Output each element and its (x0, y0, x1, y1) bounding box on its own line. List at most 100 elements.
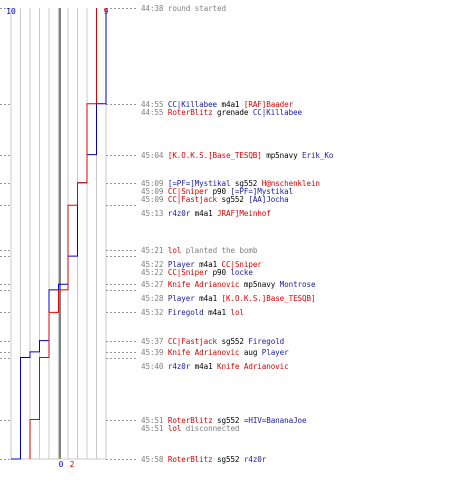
event-time: 44:55 (141, 100, 168, 109)
event-text: grenade (212, 108, 253, 117)
event-text: Knife Adrianovic (217, 362, 289, 371)
event-row: 44:55 CC|Killabee m4a1 [RAF]Baader (141, 100, 293, 109)
event-text: CC|Fastjack (167, 195, 218, 204)
event-text: r4z0r (167, 209, 191, 218)
event-time: 45:58 (141, 455, 168, 464)
event-time: 45:51 (141, 424, 168, 433)
event-row: 45:09 [=PF=]Mystikal sg552 H@nschenklein (141, 179, 320, 188)
event-text: r4z0r (243, 455, 267, 464)
event-time: 45:22 (141, 268, 168, 277)
event-text: =HIV=BananaJoe (243, 416, 307, 425)
event-text: Firegold (248, 337, 285, 346)
event-text: m4a1 (190, 362, 218, 371)
event-time: 45:40 (141, 362, 168, 371)
event-text: [RAF]Baader (243, 100, 294, 109)
blue-start-label: 10 (6, 7, 16, 16)
event-text: m4a1 (217, 100, 244, 109)
event-text: Knife Adrianovic (167, 348, 240, 357)
event-text: Montrose (279, 280, 316, 289)
event-text: CC|Sniper (221, 260, 262, 269)
event-row: 45:37 CC|Fastjack sg552 Firegold (141, 337, 284, 346)
event-text: locke (230, 268, 253, 277)
event-text: r4z0r (167, 362, 191, 371)
event-text: m4a1 (203, 308, 231, 317)
event-text: RoterBlitz (167, 108, 213, 117)
event-text: p90 (208, 268, 231, 277)
event-time: 45:21 (141, 246, 168, 255)
event-time: 45:39 (141, 348, 168, 357)
event-time: 45:13 (141, 209, 168, 218)
event-time: 45:22 (141, 260, 168, 269)
event-row: 45:22 Player m4a1 CC|Sniper (141, 260, 262, 269)
event-text: m4a1 (190, 209, 218, 218)
event-text: [=PF=]Mystikal (167, 179, 231, 188)
count-labels: 10 9 0 2 (6, 7, 108, 469)
event-text: RoterBlitz (167, 416, 213, 425)
event-text: sg552 (212, 455, 244, 464)
event-row: 45:04 [K.O.K.S.]Base_TESQB] mp5navy Erik… (141, 151, 333, 160)
event-text: round started (167, 4, 226, 13)
event-text: m4a1 (194, 260, 222, 269)
event-text: CC|Killabee (252, 108, 303, 117)
event-text: lol (230, 308, 244, 317)
event-time: 44:55 (141, 108, 168, 117)
event-text: [K.O.K.S.]Base_TESQB] (167, 151, 262, 160)
event-log: 44:38 round started 44:55 CC|Killabee m4a… (141, 0, 450, 500)
event-row: 45:51 lol disconnected (141, 424, 240, 433)
event-time: 45:09 (141, 179, 168, 188)
event-text: Player (261, 348, 289, 357)
event-time: 45:04 (141, 151, 168, 160)
event-text: sg552 (212, 416, 244, 425)
event-time: 45:37 (141, 337, 168, 346)
red-start-label: 9 (104, 7, 109, 16)
event-row: 45:40 r4z0r m4a1 Knife Adrianovic (141, 362, 289, 371)
blue-end-label: 0 (59, 460, 64, 469)
event-text: CC|Killabee (167, 100, 218, 109)
event-row: 45:22 CC|Sniper p90 locke (141, 268, 253, 277)
series-lines (11, 8, 107, 460)
event-text: lol (167, 246, 182, 255)
event-time: 45:09 (141, 187, 168, 196)
event-text: [=PF=]Mystikal (230, 187, 294, 196)
event-row: 45:28 Player m4a1 [K.O.K.S.]Base_TESQB] (141, 294, 316, 303)
event-text: aug (239, 348, 262, 357)
event-text: sg552 (230, 179, 262, 188)
event-row: 45:27 Knife Adrianovic mp5navy Montrose (141, 280, 316, 289)
event-text: JRAF]Meinhof (217, 209, 271, 218)
event-text: Firegold (167, 308, 204, 317)
red-end-label: 2 (70, 460, 75, 469)
event-text: mp5navy (261, 151, 303, 160)
event-text: m4a1 (194, 294, 222, 303)
event-row: 45:51 RoterBlitz sg552 =HIV=BananaJoe (141, 416, 307, 425)
event-text: CC|Sniper (167, 268, 209, 277)
event-text: lol (167, 424, 182, 433)
event-text: planted the bomb (181, 246, 258, 255)
event-time: 45:28 (141, 294, 168, 303)
event-row: 45:58 RoterBlitz sg552 r4z0r (141, 455, 266, 464)
blue-team-line (11, 8, 107, 460)
event-text: CC|Sniper (167, 187, 209, 196)
chart-grid (10, 8, 107, 460)
event-row: 45:09 CC|Fastjack sg552 [AA]Jocha (141, 195, 289, 204)
event-text: H@nschenklein (261, 179, 320, 188)
event-row: 45:39 Knife Adrianovic aug Player (141, 348, 289, 357)
event-text: Knife Adrianovic (167, 280, 240, 289)
event-text: Player (167, 294, 195, 303)
event-row: 44:55 RoterBlitz grenade CC|Killabee (141, 108, 302, 117)
event-ticks (0, 8, 138, 460)
event-text: disconnected (181, 424, 240, 433)
event-row: 45:21 lol planted the bomb (141, 246, 257, 255)
event-row: 44:38 round started (141, 4, 226, 13)
event-row: 45:13 r4z0r m4a1 JRAF]Meinhof (141, 209, 271, 218)
event-text: CC|Fastjack (167, 337, 218, 346)
event-time: 44:38 (141, 4, 168, 13)
red-team-line (29, 8, 97, 459)
event-time: 45:09 (141, 195, 168, 204)
event-text: mp5navy (239, 280, 280, 289)
event-row: 45:09 CC|Sniper p90 [=PF=]Mystikal (141, 187, 293, 196)
event-text: Player (167, 260, 195, 269)
event-row: 45:32 Firegold m4a1 lol (141, 308, 244, 317)
event-time: 45:51 (141, 416, 168, 425)
event-time: 45:27 (141, 280, 168, 289)
